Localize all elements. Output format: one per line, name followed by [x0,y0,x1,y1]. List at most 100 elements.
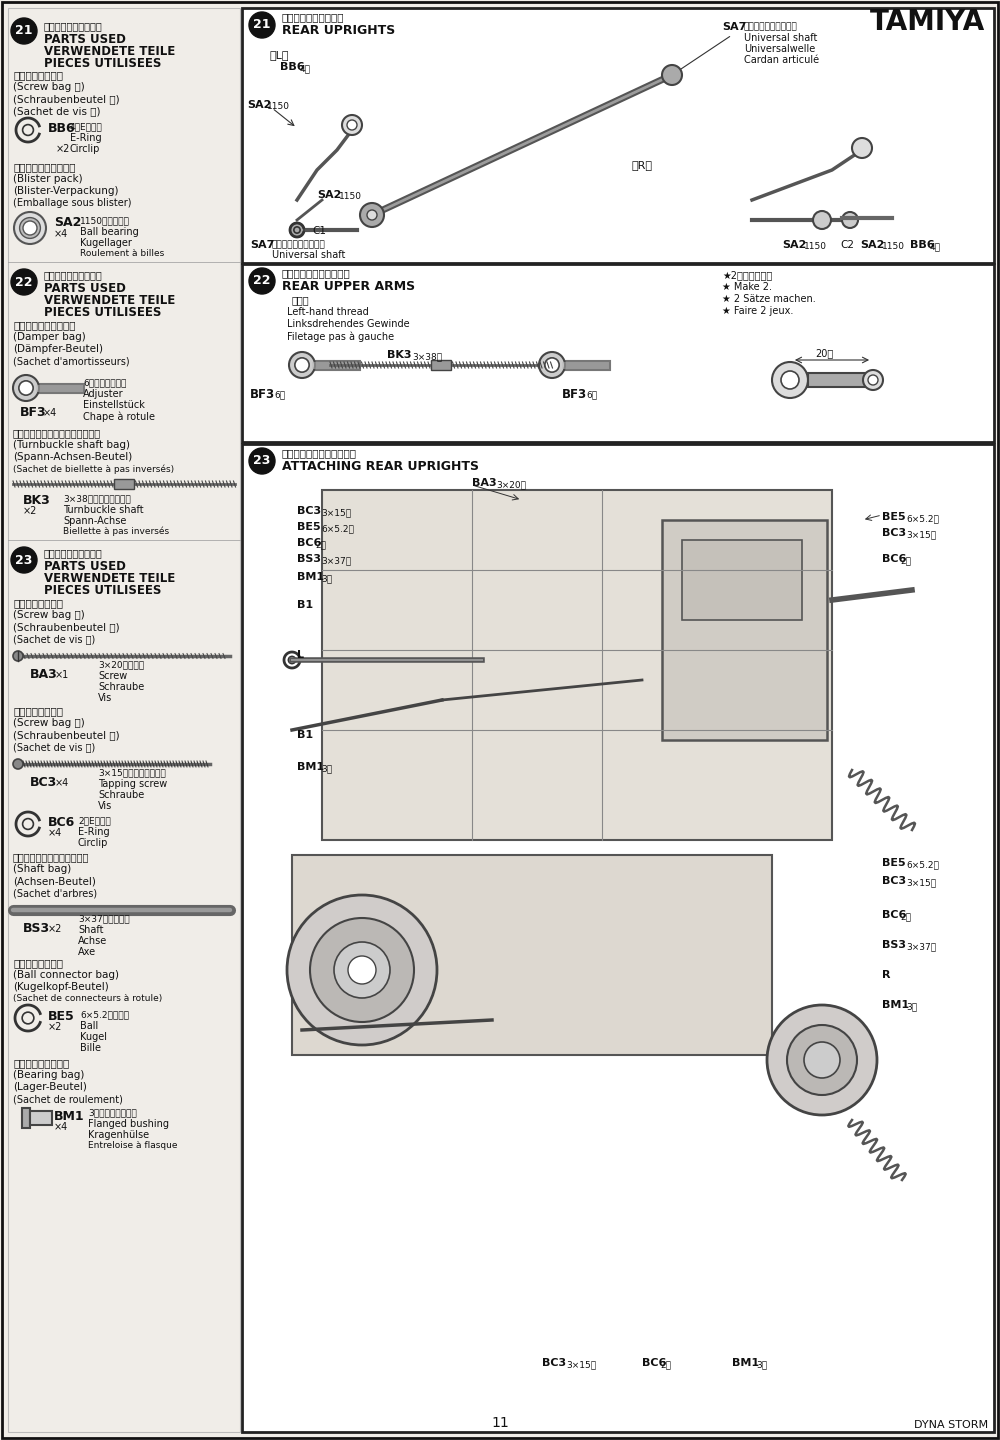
Text: 〈リヤアップライト〉: 〈リヤアップライト〉 [282,12,344,22]
Circle shape [11,269,37,295]
Text: 3㎜: 3㎜ [906,1002,917,1011]
Text: （ビス袋詰　Ａ）: （ビス袋詰 Ａ） [13,598,63,608]
Text: SA2: SA2 [860,240,884,251]
Text: B1: B1 [297,600,313,611]
Text: (Sachet de vis Ⓑ): (Sachet de vis Ⓑ) [13,107,100,117]
Text: BF3: BF3 [562,387,587,400]
Text: 2㎜: 2㎜ [900,556,911,564]
Bar [431,360,451,370]
Text: 3×37㎜: 3×37㎜ [906,942,936,950]
Text: (Sachet de roulement): (Sachet de roulement) [13,1094,123,1104]
Text: Left-hand thread: Left-hand thread [287,307,369,317]
Text: BK3: BK3 [23,494,51,507]
Text: (Screw bag Ⓐ): (Screw bag Ⓐ) [13,611,85,621]
Text: Filetage pas à gauche: Filetage pas à gauche [287,331,394,341]
Text: 21: 21 [253,19,271,32]
Circle shape [20,217,40,239]
Text: 3×38㎜: 3×38㎜ [412,351,442,361]
Circle shape [772,361,808,397]
Text: 3×38㎜ターンバックル: 3×38㎜ターンバックル [63,494,131,503]
Text: BE5: BE5 [882,858,906,868]
Text: Ball bearing: Ball bearing [80,228,139,238]
Text: (Sachet de connecteurs à rotule): (Sachet de connecteurs à rotule) [13,994,162,1004]
Text: 3㎜: 3㎜ [321,765,332,773]
Text: 〈使用する小物金具〉: 〈使用する小物金具〉 [44,271,103,279]
Text: BM1: BM1 [732,1358,759,1368]
Text: BE5: BE5 [297,521,321,531]
Text: (Blister pack): (Blister pack) [13,174,83,184]
Text: BC3: BC3 [297,505,321,516]
Circle shape [334,942,390,998]
Text: 1150ベアリング: 1150ベアリング [80,216,130,225]
Text: PIECES UTILISEES: PIECES UTILISEES [44,307,161,320]
Text: Schraube: Schraube [98,683,144,693]
Text: BC3: BC3 [542,1358,566,1368]
Text: (Screw bag Ⓒ): (Screw bag Ⓒ) [13,719,85,729]
Text: Kugel: Kugel [80,1032,107,1043]
Text: ×2: ×2 [48,1022,62,1032]
Circle shape [804,1043,840,1079]
Text: 3×37㎜: 3×37㎜ [321,556,351,564]
Text: E-Ring: E-Ring [70,132,102,143]
Text: TAMIYA: TAMIYA [870,9,985,36]
Text: ×2: ×2 [23,505,37,516]
Text: 1150: 1150 [339,192,362,202]
Text: Vis: Vis [98,801,112,811]
Circle shape [23,220,37,235]
Bar [242,9,994,264]
Text: BM1: BM1 [297,572,324,582]
Text: C1: C1 [312,226,326,236]
Text: Circlip: Circlip [70,144,100,154]
Circle shape [367,210,377,220]
Text: (Spann-Achsen-Beutel): (Spann-Achsen-Beutel) [13,452,132,462]
Text: (Dämpfer-Beutel): (Dämpfer-Beutel) [13,344,103,354]
Text: R: R [882,971,891,981]
Circle shape [348,956,376,984]
Circle shape [249,12,275,37]
Text: 1150: 1150 [882,242,905,251]
Text: BA3: BA3 [472,478,497,488]
Circle shape [13,651,23,661]
Text: BM1: BM1 [54,1110,85,1123]
Text: （ビス袋詰　Ⓑ）: （ビス袋詰 Ⓑ） [13,71,63,81]
Text: （ターンバックルシャフト袋詰）: （ターンバックルシャフト袋詰） [13,428,101,438]
Text: 6×5.2㎜: 6×5.2㎜ [321,524,354,533]
Circle shape [868,374,878,384]
Text: Roulement à billes: Roulement à billes [80,249,164,258]
Text: （L）: （L） [270,50,290,60]
Text: (Sachet de vis Ⓐ): (Sachet de vis Ⓐ) [13,634,95,644]
Text: Adjuster: Adjuster [83,389,124,399]
Bar [662,520,827,740]
Text: 3×15㎜: 3×15㎜ [906,530,936,539]
Text: 3×15㎜: 3×15㎜ [906,878,936,887]
Text: 6×5.2㎜: 6×5.2㎜ [906,860,939,868]
Text: E-Ring: E-Ring [78,827,110,837]
Text: BK3: BK3 [387,350,412,360]
Text: (Achsen-Beutel): (Achsen-Beutel) [13,876,96,886]
Circle shape [767,1005,877,1115]
Text: C2: C2 [840,240,854,251]
Text: ×4: ×4 [55,778,69,788]
Text: 3×15㎜: 3×15㎜ [321,508,351,517]
Text: (Emballage sous blister): (Emballage sous blister) [13,197,132,207]
Text: (Sachet de vis Ⓒ): (Sachet de vis Ⓒ) [13,742,95,752]
Text: 11: 11 [491,1416,509,1430]
Text: BC6: BC6 [882,554,906,564]
Circle shape [545,359,559,372]
Text: （ブリスターパック）: （ブリスターパック） [13,161,76,171]
Text: （ステンレスシャフト袋詰）: （ステンレスシャフト袋詰） [13,852,89,863]
Text: ユニバーサルシャフト: ユニバーサルシャフト [272,240,326,249]
Text: ★ Make 2.: ★ Make 2. [722,282,772,292]
Circle shape [787,1025,857,1094]
Text: BC6: BC6 [882,910,906,920]
Bar [30,1112,52,1125]
Text: 20㎜: 20㎜ [815,348,833,359]
Text: VERWENDETE TEILE: VERWENDETE TEILE [44,294,175,307]
Text: 3㎜: 3㎜ [321,575,332,583]
Text: BB6: BB6 [48,122,76,135]
Text: (Ball connector bag): (Ball connector bag) [13,971,119,981]
Text: ユニバーサルシャフト: ユニバーサルシャフト [744,22,798,32]
Text: PARTS USED: PARTS USED [44,33,126,46]
Text: 3×37㎜シャフト: 3×37㎜シャフト [78,914,130,923]
Text: Universal shaft: Universal shaft [272,251,345,261]
